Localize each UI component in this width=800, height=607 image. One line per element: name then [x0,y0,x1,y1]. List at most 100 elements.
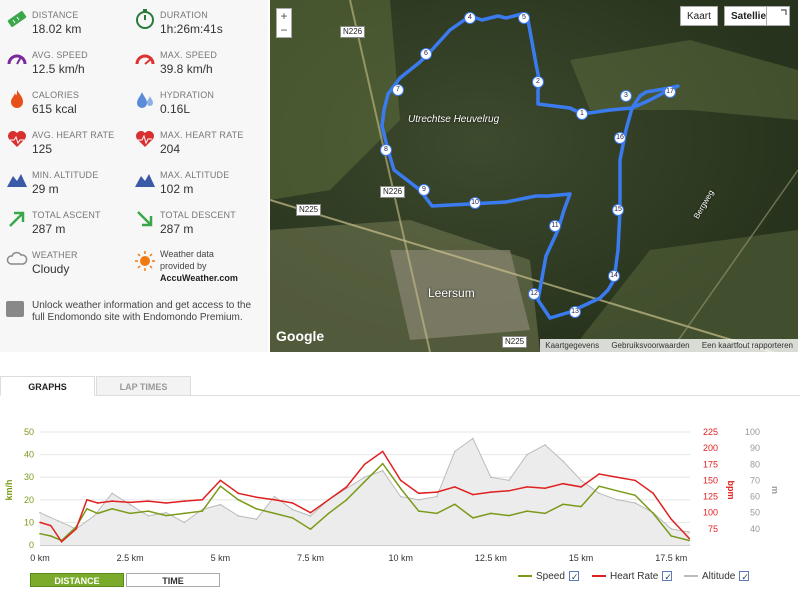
heart-max-icon [136,131,154,147]
route-marker[interactable]: 7 [392,84,404,96]
data-point-speed [616,489,618,492]
data-point-speed [86,508,88,510]
route-marker[interactable]: 11 [549,220,561,232]
stat-value: Cloudy [32,262,70,276]
route-marker[interactable]: 2 [532,76,544,88]
data-point-heart-rate [472,493,474,496]
fullscreen-button[interactable] [766,6,790,26]
data-point-speed [670,535,673,537]
data-point-speed [417,510,420,512]
y-tick-label-alt: 80 [750,459,760,469]
data-point-heart-rate [291,502,294,504]
route-marker[interactable]: 13 [569,306,581,318]
route-marker[interactable]: 12 [528,288,540,300]
data-point-altitude [598,492,600,495]
data-point-speed [454,503,456,506]
stat-avg-hr: AVG. HEART RATE 125 [0,122,130,162]
data-point-altitude [93,515,95,517]
legend-swatch-alt [684,575,698,578]
map-type-button[interactable]: Kaart [680,6,718,26]
route-marker[interactable]: 10 [469,197,481,209]
data-point-speed [219,485,222,488]
legend-speed-label: Speed [536,571,565,582]
data-point-heart-rate [363,463,366,466]
zoom-out-button[interactable]: − [280,23,288,37]
data-point-speed [309,528,312,530]
data-point-heart-rate [399,479,402,482]
data-point-altitude [183,521,186,524]
route-marker[interactable]: 6 [420,48,432,60]
stat-label: HYDRATION [160,90,215,100]
data-point-speed [39,532,41,535]
legend-swatch-speed [518,575,532,578]
legend-hr[interactable]: Heart Rate [592,569,673,585]
data-point-altitude [508,479,510,482]
stat-value: 29 m [32,182,59,196]
data-point-altitude [454,450,456,453]
route-map[interactable]: + − Kaart Satelliet N226 N226 N225 N225 … [270,0,798,352]
road-label-n225: N225 [296,204,322,216]
route-marker[interactable]: 15 [612,204,624,216]
data-point-altitude [670,528,673,530]
place-label-heuvelrug: Utrechtse Heuvelrug [408,114,500,125]
data-point-altitude [255,518,258,520]
data-point-heart-rate [381,450,384,453]
data-point-altitude [472,437,474,440]
stat-max-alt: MAX. ALTITUDE 102 m [128,162,258,202]
y-axis-label-speed: km/h [4,479,14,500]
checkbox-hr[interactable] [662,569,673,585]
checkbox-alt[interactable] [739,569,750,585]
data-point-heart-rate [183,500,186,502]
y-tick-label-hr: 100 [703,508,718,518]
route-marker[interactable]: 5 [518,12,530,24]
data-point-altitude [309,515,312,517]
data-point-altitude [634,502,636,504]
y-tick-label-speed: 20 [24,495,34,505]
terms-link[interactable]: Gebruiksvoorwaarden [611,341,690,350]
data-point-altitude [399,495,402,498]
checkbox-speed[interactable] [568,569,579,585]
unlock-premium[interactable]: Unlock weather information and get acces… [6,300,262,324]
route-marker[interactable]: 8 [380,144,392,156]
data-point-speed [201,510,204,512]
toggle-distance[interactable]: DISTANCE [30,573,124,587]
data-point-heart-rate [345,486,348,488]
legend-alt[interactable]: Altitude [684,569,750,585]
data-point-speed [526,510,528,512]
water-drop-icon [137,92,153,108]
data-point-heart-rate [147,500,150,502]
route-marker[interactable]: 9 [418,184,430,196]
route-marker[interactable]: 14 [608,270,620,282]
data-point-altitude [435,495,438,498]
data-point-altitude [562,460,564,462]
y-tick-label-speed: 10 [24,517,34,527]
data-point-altitude [381,469,384,472]
data-point-heart-rate [634,479,636,482]
data-point-speed [490,512,492,515]
zoom-in-button[interactable]: + [280,9,288,23]
data-point-heart-rate [86,499,88,501]
route-marker[interactable]: 17 [664,86,676,98]
legend-speed[interactable]: Speed [518,569,579,585]
data-point-speed [327,512,330,515]
y-tick-label-alt: 90 [750,443,760,453]
accuweather-link[interactable]: AccuWeather.com [160,273,238,283]
route-track [380,12,680,320]
route-marker[interactable]: 3 [620,90,632,102]
data-point-altitude [39,511,41,514]
map-data-link[interactable]: Kaartgegevens [545,341,600,350]
data-point-altitude [273,495,276,498]
toggle-time[interactable]: TIME [126,573,220,587]
report-error-link[interactable]: Een kaartfout rapporteren [701,341,793,350]
route-marker[interactable]: 1 [576,108,588,120]
data-point-altitude [165,511,168,514]
route-marker[interactable]: 4 [464,12,476,24]
stat-value: 102 m [160,182,194,196]
tab-lap-times[interactable]: LAP TIMES [96,376,191,396]
tab-graphs[interactable]: GRAPHS [0,376,95,396]
data-point-heart-rate [670,518,673,520]
zoom-control[interactable]: + − [276,8,292,38]
y-tick-label-alt: 40 [750,524,760,534]
road-label-n225-2: N225 [502,336,528,348]
route-marker[interactable]: 16 [614,132,626,144]
